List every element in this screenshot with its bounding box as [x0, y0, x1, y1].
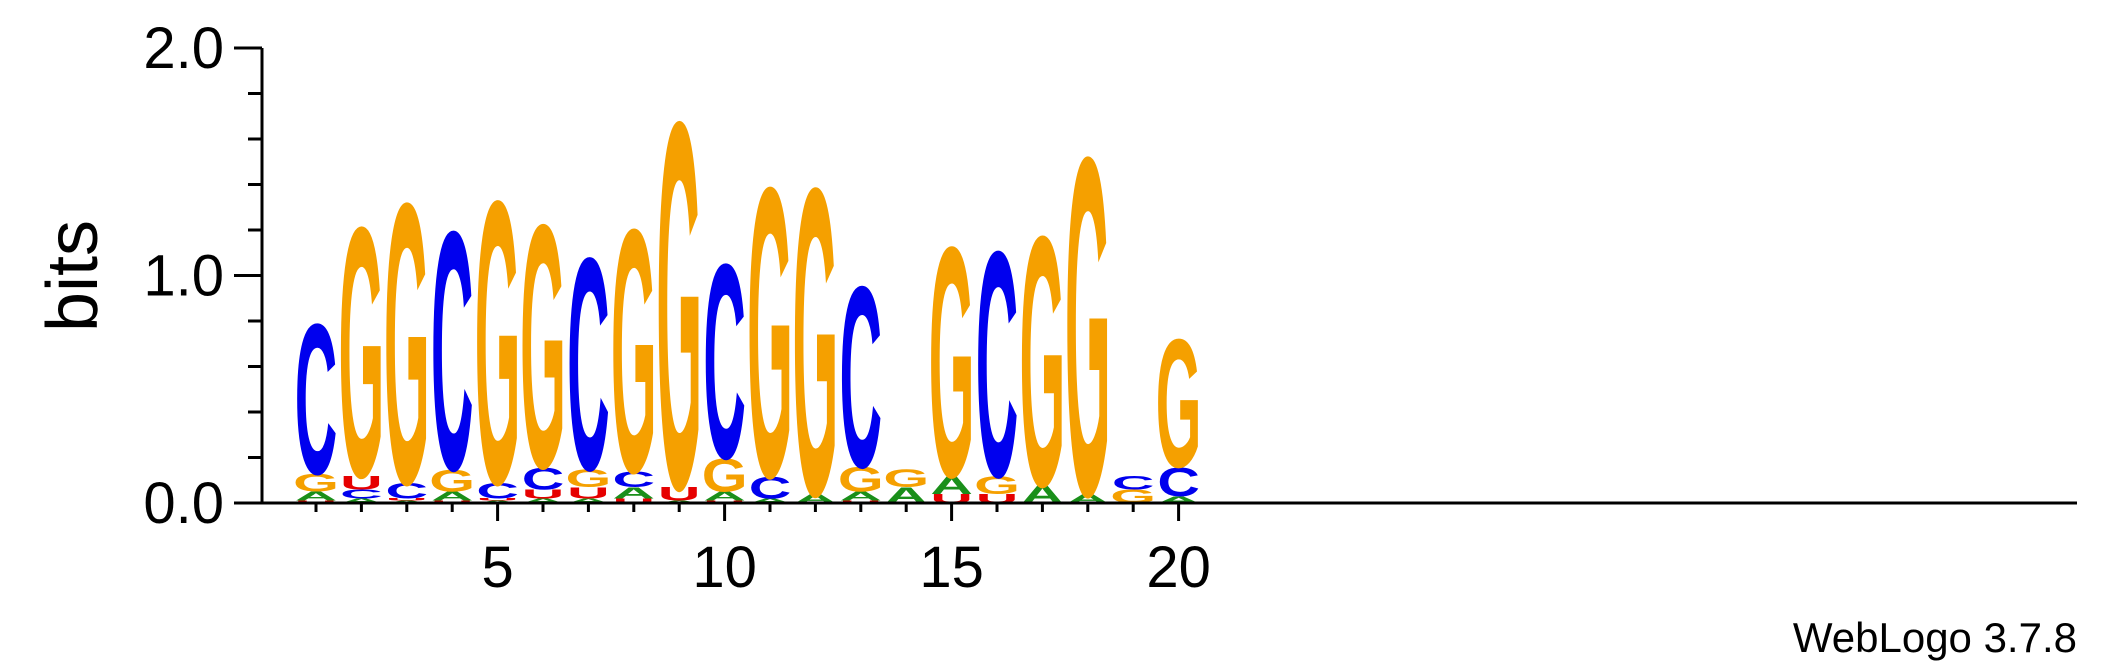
logo-letter-C: C	[703, 206, 746, 517]
logo-letter-C: C	[295, 280, 338, 520]
logo-letter-G: G	[338, 153, 384, 552]
logo-letter-G: G	[384, 119, 430, 568]
logo-letter-G: G	[520, 151, 566, 540]
logo-letter-G: G	[702, 450, 748, 502]
logo-letter-G: G	[1156, 301, 1202, 506]
x-tick-label: 20	[1146, 535, 1211, 600]
logo-letter-G: G	[929, 179, 975, 546]
logo-letter-C: C	[567, 195, 610, 534]
logo-letter-A: A	[567, 497, 610, 504]
logo-letter-C: C	[1112, 472, 1155, 493]
logo-glyph-stacks: UAGCACUGAUCGUAGCAUCGAUCGAUGCUACGAUGUAGCA…	[293, 13, 1201, 599]
logo-letter-A: A	[295, 489, 338, 503]
logo-letter-A: A	[340, 497, 383, 504]
logo-letter-A: A	[613, 485, 656, 503]
x-axis-ticks: 5 10 15 20	[314, 503, 1211, 600]
logo-letter-G: G	[611, 156, 657, 545]
logo-letter-C: C	[522, 461, 565, 496]
logo-letter-G: G	[293, 469, 339, 497]
logo-letter-U: U	[613, 497, 656, 504]
x-tick-label: 5	[481, 535, 513, 600]
logo-letter-G: G	[838, 461, 884, 500]
logo-letter-C: C	[431, 159, 474, 541]
logo-letter-G: G	[429, 464, 475, 499]
logo-letter-A: A	[840, 489, 883, 503]
logo-letter-C: C	[1157, 459, 1200, 505]
logo-letter-U: U	[567, 485, 610, 503]
logo-letter-U: U	[340, 472, 383, 493]
logo-letter-G: G	[883, 464, 929, 492]
logo-letter-A: A	[522, 497, 565, 504]
logo-letter-A: A	[1157, 494, 1200, 505]
logo-letter-A: A	[749, 497, 792, 504]
logo-letter-C: C	[749, 470, 792, 505]
logo-letter-U: U	[476, 498, 519, 502]
logo-letter-A: A	[431, 489, 474, 503]
logo-letter-A: A	[930, 471, 973, 499]
logo-letter-C: C	[840, 232, 883, 522]
logo-letter-G: G	[566, 464, 612, 492]
logo-letter-C: C	[386, 479, 429, 503]
x-tick-label: 10	[692, 535, 757, 600]
y-tick-label: 2.0	[143, 16, 224, 81]
logo-letter-G: G	[1065, 56, 1111, 596]
logo-letter-G: G	[974, 471, 1020, 499]
y-tick-label: 0.0	[143, 471, 224, 536]
logo-letter-G: G	[475, 117, 521, 569]
y-axis-ticks: 0.0 1.0 2.0	[143, 16, 262, 536]
x-tick-label: 15	[919, 535, 984, 600]
logo-letter-U: U	[522, 487, 565, 501]
logo-letter-C: C	[340, 487, 383, 501]
logo-letter-U: U	[658, 484, 701, 505]
logo-letter-U: U	[386, 498, 429, 502]
logo-letter-G: G	[1019, 162, 1065, 561]
logo-letter-G: G	[747, 100, 793, 563]
logo-letter-C: C	[976, 185, 1019, 545]
y-tick-label: 1.0	[143, 244, 224, 309]
logo-letter-C: C	[613, 468, 656, 492]
logo-letter-A: A	[703, 489, 746, 503]
logo-letter-G: G	[792, 97, 838, 588]
weblogo-credit: WebLogo 3.7.8	[1793, 614, 2077, 661]
y-axis-title: bits	[33, 220, 113, 332]
logo-letter-C: C	[476, 479, 519, 503]
